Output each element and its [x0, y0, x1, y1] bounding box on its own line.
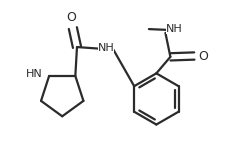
Text: O: O [66, 11, 76, 24]
Text: NH: NH [98, 43, 114, 53]
Text: NH: NH [166, 24, 183, 34]
Text: O: O [198, 50, 208, 63]
Text: HN: HN [26, 69, 43, 79]
